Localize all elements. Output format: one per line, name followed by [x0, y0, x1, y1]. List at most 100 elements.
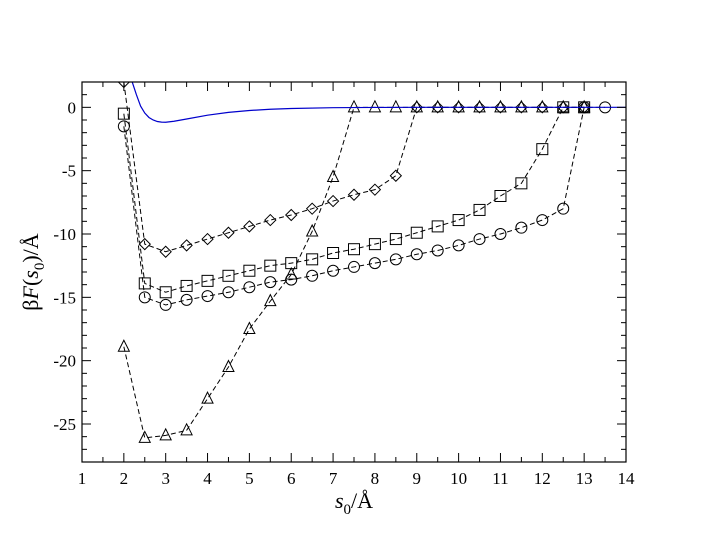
series-4-group: [131, 82, 626, 123]
series-0-line: [123, 106, 606, 306]
series-0-circle-marker: [494, 228, 507, 240]
series-0-group: [117, 101, 612, 311]
series-1-square-marker: [348, 243, 360, 256]
series-3-triangle-marker: [263, 293, 277, 307]
series-0-circle-marker: [264, 276, 277, 289]
x-tick-label: 2: [120, 469, 129, 488]
series-0-circle-marker: [389, 253, 402, 266]
y-tick-label: 0: [68, 98, 77, 117]
ticks-layer: [81, 81, 627, 463]
series-2-diamond-marker: [515, 101, 528, 114]
series-1-square-marker: [138, 277, 151, 290]
series-1-square-marker: [389, 233, 402, 246]
series-3-triangle-marker: [389, 99, 403, 113]
series-3-triangle-marker: [452, 99, 465, 113]
series-3-triangle-marker: [138, 430, 152, 443]
series-2-diamond-marker: [452, 101, 465, 114]
y-tick-label: -25: [53, 415, 76, 434]
series-layer: [117, 82, 626, 443]
x-tick-label: 1: [78, 469, 87, 488]
series-3-triangle-marker: [284, 266, 298, 280]
series-1-square-marker: [452, 214, 465, 227]
x-tick-label: 9: [413, 469, 422, 488]
x-tick-label: 6: [287, 469, 296, 488]
series-1-square-marker: [536, 143, 549, 156]
series-2-diamond-marker: [243, 220, 256, 233]
x-tick-label: 14: [618, 469, 636, 488]
series-3-triangle-marker: [159, 427, 173, 441]
series-3-triangle-marker: [494, 99, 507, 113]
series-3-triangle-marker: [243, 321, 256, 334]
x-axis-title: s0/Å: [335, 488, 373, 518]
series-0-circle-marker: [515, 221, 528, 234]
series-2-diamond-marker: [536, 101, 549, 114]
x-tick-label: 7: [329, 469, 338, 488]
series-1-line: [123, 106, 585, 293]
series-3-triangle-marker: [410, 99, 424, 113]
x-tick-label: 5: [245, 469, 254, 488]
series-0-circle-marker: [201, 290, 214, 303]
series-2-diamond-marker: [180, 239, 193, 252]
series-1-square-marker: [410, 226, 423, 239]
series-1-square-marker: [117, 107, 130, 120]
series-0-circle-marker: [138, 291, 151, 304]
series-2-diamond-marker: [577, 101, 591, 114]
series-3-triangle-marker: [577, 99, 591, 113]
x-tick-label: 11: [492, 469, 508, 488]
series-2-group: [117, 82, 591, 258]
series-1-square-marker: [515, 177, 528, 190]
series-0-circle-marker: [243, 281, 256, 294]
y-tick-label: -5: [62, 162, 76, 181]
series-2-diamond-marker: [557, 101, 570, 114]
x-tick-label: 4: [203, 469, 212, 488]
series-0-circle-marker: [473, 233, 486, 246]
series-2-diamond-marker: [285, 208, 298, 222]
series-1-group: [117, 101, 591, 299]
x-tick-label: 3: [161, 469, 170, 488]
series-0-circle-marker: [327, 264, 340, 277]
series-3-triangle-marker: [556, 99, 570, 113]
y-tick-label: -15: [53, 288, 76, 307]
series-3-triangle-marker: [305, 223, 319, 237]
series-3-triangle-marker: [222, 359, 235, 372]
series-1-square-marker: [327, 247, 340, 259]
series-0-circle-marker: [536, 214, 549, 227]
series-1-square-marker: [243, 264, 256, 277]
series-2-diamond-marker: [326, 194, 340, 208]
series-1-square-marker: [306, 253, 319, 266]
series-2-diamond-marker: [222, 226, 235, 239]
series-2-diamond-marker: [159, 245, 172, 258]
series-0-circle-marker: [222, 286, 235, 299]
series-2-diamond-marker: [473, 101, 486, 114]
x-tick-label: 8: [371, 469, 380, 488]
series-3-triangle-marker: [368, 99, 382, 113]
series-1-square-marker: [180, 279, 193, 292]
series-2-diamond-marker: [431, 101, 444, 114]
series-2-diamond-marker: [264, 213, 277, 227]
series-1-square-marker: [222, 269, 235, 282]
series-4-line: [131, 82, 626, 123]
series-0-circle-marker: [368, 257, 381, 270]
series-1-square-marker: [431, 220, 444, 233]
series-2-diamond-marker: [410, 101, 423, 114]
series-3-triangle-marker: [117, 339, 131, 352]
x-tick-label: 10: [450, 469, 467, 488]
series-3-triangle-marker: [347, 99, 361, 113]
series-0-circle-marker: [348, 260, 360, 273]
y-tick-label: -20: [53, 352, 76, 371]
series-1-square-marker: [201, 274, 214, 287]
series-3-triangle-marker: [535, 99, 549, 113]
tick-labels-layer: 1 2 3 4 5 6 7 8 9 10 11 12 13 140-5-10-15-20-25: [53, 98, 635, 488]
series-3-triangle-marker: [180, 422, 193, 436]
series-3-triangle-marker: [201, 391, 214, 404]
series-3-triangle-marker: [326, 169, 340, 182]
series-1-square-marker: [264, 259, 277, 272]
series-2-diamond-marker: [305, 202, 319, 215]
x-tick-label: 13: [576, 469, 593, 488]
series-0-circle-marker: [159, 298, 172, 311]
series-0-circle-marker: [180, 293, 193, 306]
series-2-diamond-marker: [347, 188, 361, 201]
series-1-square-marker: [159, 286, 172, 299]
series-2-diamond-marker: [368, 183, 382, 196]
series-0-circle-marker: [452, 239, 465, 252]
